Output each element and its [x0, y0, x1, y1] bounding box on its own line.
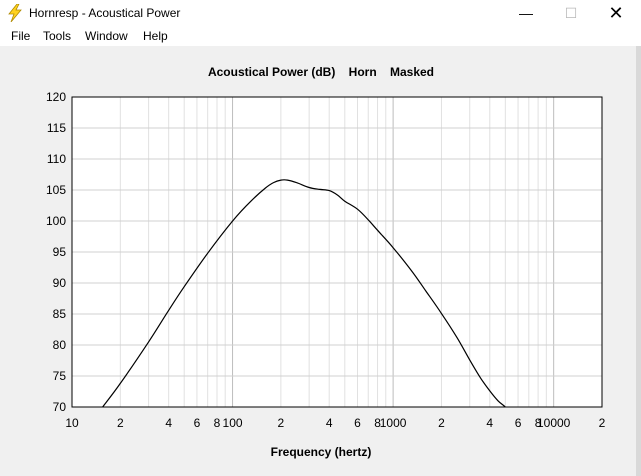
menu-bar: File Tools Window Help — [0, 27, 641, 46]
y-tick-label: 105 — [46, 183, 66, 197]
y-tick-label: 80 — [53, 338, 67, 352]
x-tick-label: 10 — [65, 416, 79, 430]
y-tick-labels: 120 115 110 105 100 95 90 85 80 75 70 — [46, 90, 66, 414]
y-tick-label: 85 — [53, 307, 67, 321]
x-tick-label: 4 — [486, 416, 493, 430]
chart-title: Acoustical Power (dB) Horn Masked — [208, 65, 434, 79]
x-tick-label: 8 — [214, 416, 221, 430]
y-tick-label: 75 — [53, 369, 67, 383]
title-bar: Hornresp - Acoustical Power — ☐ ✕ — [0, 0, 641, 27]
y-tick-label: 95 — [53, 245, 67, 259]
x-tick-label: 2 — [117, 416, 124, 430]
x-tick-label: 4 — [165, 416, 172, 430]
grid — [72, 97, 602, 407]
x-tick-label: 2 — [278, 416, 285, 430]
x-tick-label: 8 — [374, 416, 381, 430]
menu-help[interactable]: Help — [143, 29, 168, 43]
y-tick-label: 70 — [53, 400, 67, 414]
x-tick-label: 6 — [354, 416, 361, 430]
x-axis-label: Frequency (hertz) — [271, 445, 372, 459]
x-tick-label: 6 — [515, 416, 522, 430]
maximize-button[interactable]: ☐ — [564, 5, 578, 21]
menu-tools[interactable]: Tools — [43, 29, 72, 43]
power-curve — [102, 179, 507, 407]
x-tick-label: 10000 — [537, 416, 571, 430]
window-border — [636, 46, 641, 476]
y-tick-label: 100 — [46, 214, 66, 228]
x-tick-label: 4 — [326, 416, 333, 430]
series-layer — [102, 179, 507, 407]
x-tick-label: 2 — [599, 416, 606, 430]
x-tick-label: 8 — [535, 416, 542, 430]
y-tick-label: 115 — [47, 121, 66, 135]
menu-window[interactable]: Window — [85, 29, 128, 43]
minimize-button[interactable]: — — [519, 5, 533, 21]
y-tick-label: 120 — [46, 90, 66, 104]
y-tick-label: 90 — [53, 276, 67, 290]
window-title: Hornresp - Acoustical Power — [29, 6, 181, 20]
x-tick-label: 1000 — [380, 416, 407, 430]
plot-frame — [71, 96, 603, 408]
x-tick-label: 100 — [223, 416, 243, 430]
x-tick-label: 2 — [438, 416, 445, 430]
close-button[interactable]: ✕ — [608, 3, 624, 23]
chart-panel: 120 115 110 105 100 95 90 85 80 75 70 10 2 4 6 8 100 2 4 6… — [4, 46, 636, 476]
lightning-bolt-icon — [8, 4, 22, 22]
menu-file[interactable]: File — [11, 29, 31, 43]
x-tick-label: 6 — [194, 416, 201, 430]
y-tick-label: 110 — [47, 152, 66, 166]
